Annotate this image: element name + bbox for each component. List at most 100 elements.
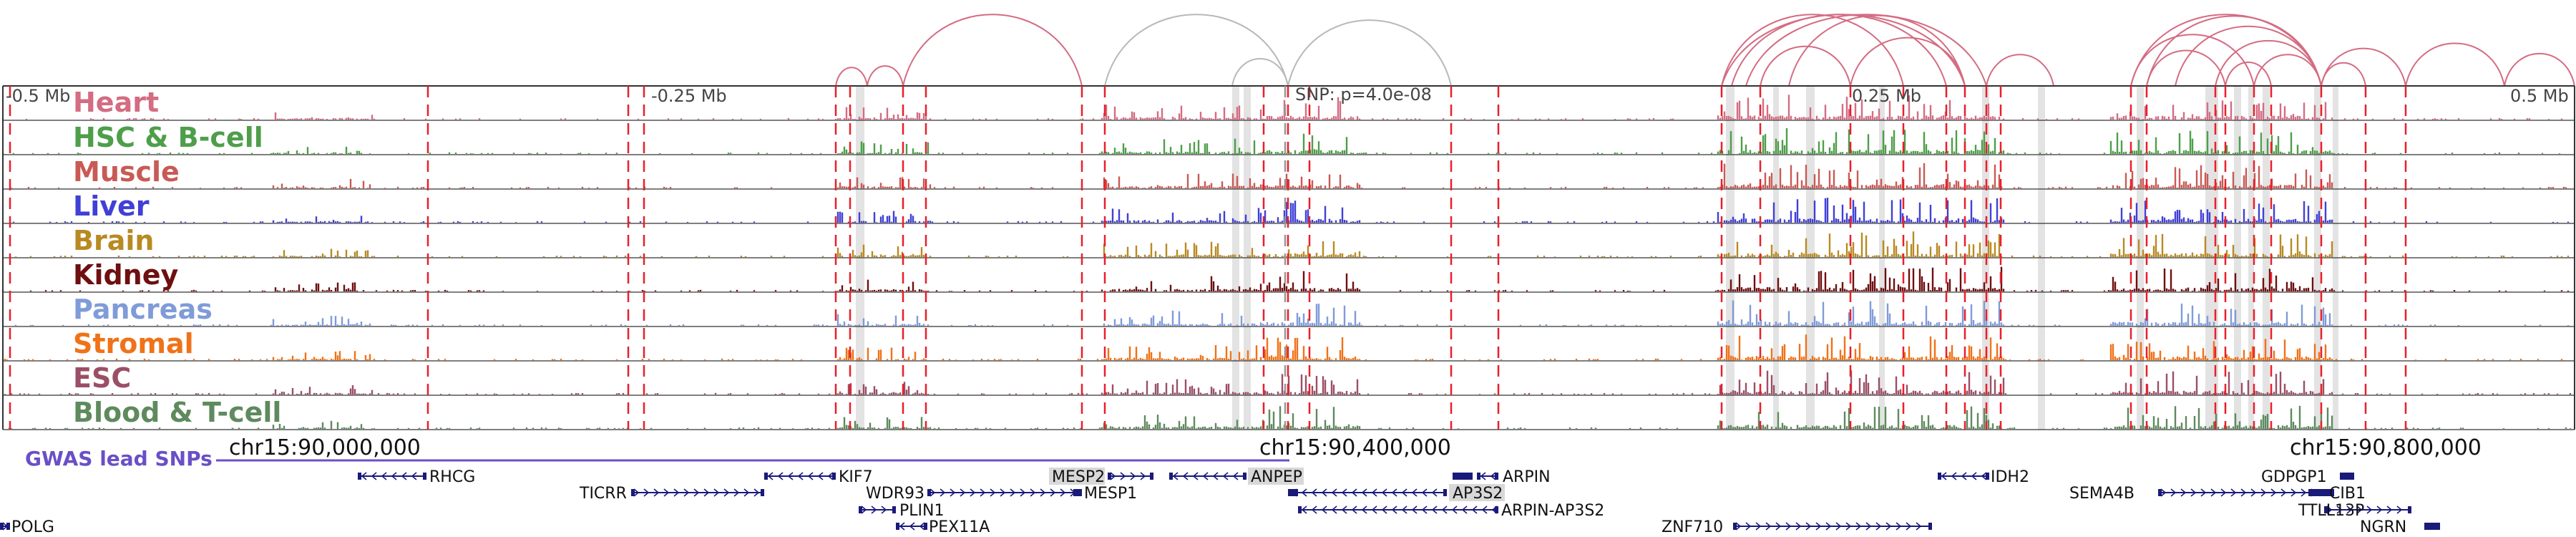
gene-strand-arrow bbox=[1321, 488, 1327, 497]
gene-strand-arrow bbox=[1192, 472, 1199, 480]
gene-exon bbox=[2324, 506, 2328, 513]
signal-9 bbox=[8, 405, 2572, 429]
gene-exon bbox=[1108, 473, 1111, 480]
gene-strand-arrow bbox=[1060, 488, 1066, 497]
gene-strand-arrow bbox=[909, 522, 915, 531]
gene-strand-arrow bbox=[1030, 488, 1036, 497]
coordinate-tick-label: chr15:90,000,000 bbox=[229, 435, 421, 460]
gene-label-anpep: ANPEP bbox=[1251, 468, 1302, 486]
gene-label-mesp1: MESP1 bbox=[1084, 485, 1137, 503]
gene-strand-arrow bbox=[2336, 505, 2343, 514]
gene-strand-arrow bbox=[2346, 505, 2353, 514]
gene-strand-arrow bbox=[1411, 488, 1418, 497]
gene-strand-arrow bbox=[411, 472, 417, 480]
gene-strand-arrow bbox=[2270, 488, 2277, 497]
gene-strand-arrow bbox=[980, 488, 986, 497]
gene-strand-arrow bbox=[1020, 488, 1026, 497]
gene-strand-arrow bbox=[2170, 488, 2177, 497]
gene-strand-arrow bbox=[1755, 522, 1762, 531]
gene-exon bbox=[1495, 506, 1498, 513]
gene-strand-arrow bbox=[871, 505, 877, 514]
loop-arc bbox=[2130, 14, 2322, 87]
track-label-hsc-bcell: HSC & B-cell bbox=[73, 122, 263, 153]
chromatin-loop-arcs bbox=[835, 14, 2575, 87]
gene-exon bbox=[2340, 473, 2354, 480]
gene-strand-arrow bbox=[1805, 522, 1812, 531]
gene-strand-arrow bbox=[2356, 505, 2363, 514]
gene-strand-arrow bbox=[2396, 505, 2403, 514]
gwas-snp-lines bbox=[9, 86, 2407, 430]
signal-2 bbox=[10, 163, 2567, 188]
gene-strand-arrow bbox=[1040, 488, 1046, 497]
gene-strand-arrow bbox=[1351, 488, 1357, 497]
loop-arc bbox=[1850, 37, 1966, 87]
gene-strand-arrow bbox=[733, 488, 740, 497]
loop-arc bbox=[1721, 14, 1966, 87]
loop-arc bbox=[2215, 40, 2322, 87]
gene-strand-arrow bbox=[1461, 505, 1468, 514]
gene-exon bbox=[1733, 523, 1737, 530]
gene-strand-arrow bbox=[1775, 522, 1782, 531]
loop-arc bbox=[2405, 42, 2505, 87]
gene-strand-arrow bbox=[1391, 488, 1397, 497]
gene-exon bbox=[1443, 489, 1447, 496]
gene-strand-arrow bbox=[777, 472, 784, 480]
gene-strand-arrow bbox=[1411, 505, 1418, 514]
gene-exon bbox=[892, 506, 896, 513]
gene-strand-arrow bbox=[1301, 505, 1307, 514]
gene-strand-arrow bbox=[361, 472, 367, 480]
gene-label-plin1: PLIN1 bbox=[899, 502, 944, 520]
gene-strand-arrow bbox=[970, 488, 976, 497]
gene-strand-arrow bbox=[2240, 488, 2247, 497]
mb-tick-label: 0.25 Mb bbox=[1852, 86, 1921, 106]
gene-exon bbox=[2308, 489, 2334, 496]
gene-strand-arrow bbox=[2290, 488, 2297, 497]
loop-arc bbox=[1104, 14, 1289, 87]
signal-6 bbox=[14, 300, 2570, 326]
track-label-kidney: Kidney bbox=[73, 259, 178, 291]
gene-strand-arrow bbox=[1110, 472, 1116, 480]
gene-strand-arrow bbox=[1311, 488, 1317, 497]
gene-strand-arrow bbox=[1855, 522, 1862, 531]
gene-exon bbox=[1477, 473, 1480, 480]
gene-exon bbox=[1986, 473, 1989, 480]
gene-label-ticrr: TICRR bbox=[579, 485, 627, 503]
gene-strand-arrow bbox=[1916, 522, 1922, 531]
track-label-stromal: Stromal bbox=[73, 328, 194, 359]
gene-strand-arrow bbox=[1885, 522, 1892, 531]
gene-strand-arrow bbox=[1140, 472, 1146, 480]
track-label-heart: Heart bbox=[73, 87, 159, 118]
gene-strand-arrow bbox=[1941, 472, 1947, 480]
gene-strand-arrow bbox=[1845, 522, 1852, 531]
loop-arc bbox=[1731, 14, 1947, 87]
gene-exon bbox=[924, 523, 927, 530]
gene-strand-arrow bbox=[1371, 488, 1377, 497]
gene-strand-arrow bbox=[1451, 505, 1458, 514]
gene-label-idh2: IDH2 bbox=[1991, 468, 2029, 486]
gene-strand-arrow bbox=[2366, 505, 2373, 514]
gene-strand-arrow bbox=[1381, 505, 1387, 514]
gene-strand-arrow bbox=[960, 488, 966, 497]
gene-strand-arrow bbox=[1232, 472, 1239, 480]
gene-strand-arrow bbox=[1212, 472, 1219, 480]
gene-strand-arrow bbox=[2210, 488, 2217, 497]
loop-arc bbox=[2321, 62, 2366, 87]
gene-strand-arrow bbox=[1172, 472, 1179, 480]
gene-strand-arrow bbox=[1120, 472, 1126, 480]
track-label-pancreas: Pancreas bbox=[73, 294, 213, 325]
gene-strand-arrow bbox=[401, 472, 407, 480]
gene-strand-arrow bbox=[1981, 472, 1987, 480]
loop-arc bbox=[2321, 47, 2406, 87]
loop-arc bbox=[2225, 62, 2272, 87]
gene-strand-arrow bbox=[1401, 505, 1407, 514]
gene-strand-arrow bbox=[1490, 472, 1496, 480]
gene-strand-arrow bbox=[1341, 505, 1347, 514]
gene-exon bbox=[0, 523, 4, 530]
gene-strand-arrow bbox=[1341, 488, 1347, 497]
track-label-muscle: Muscle bbox=[73, 156, 180, 188]
gene-label-mesp2: MESP2 bbox=[1052, 468, 1105, 486]
gene-strand-arrow bbox=[950, 488, 956, 497]
gene-strand-arrow bbox=[1301, 488, 1307, 497]
gene-strand-arrow bbox=[1906, 522, 1912, 531]
